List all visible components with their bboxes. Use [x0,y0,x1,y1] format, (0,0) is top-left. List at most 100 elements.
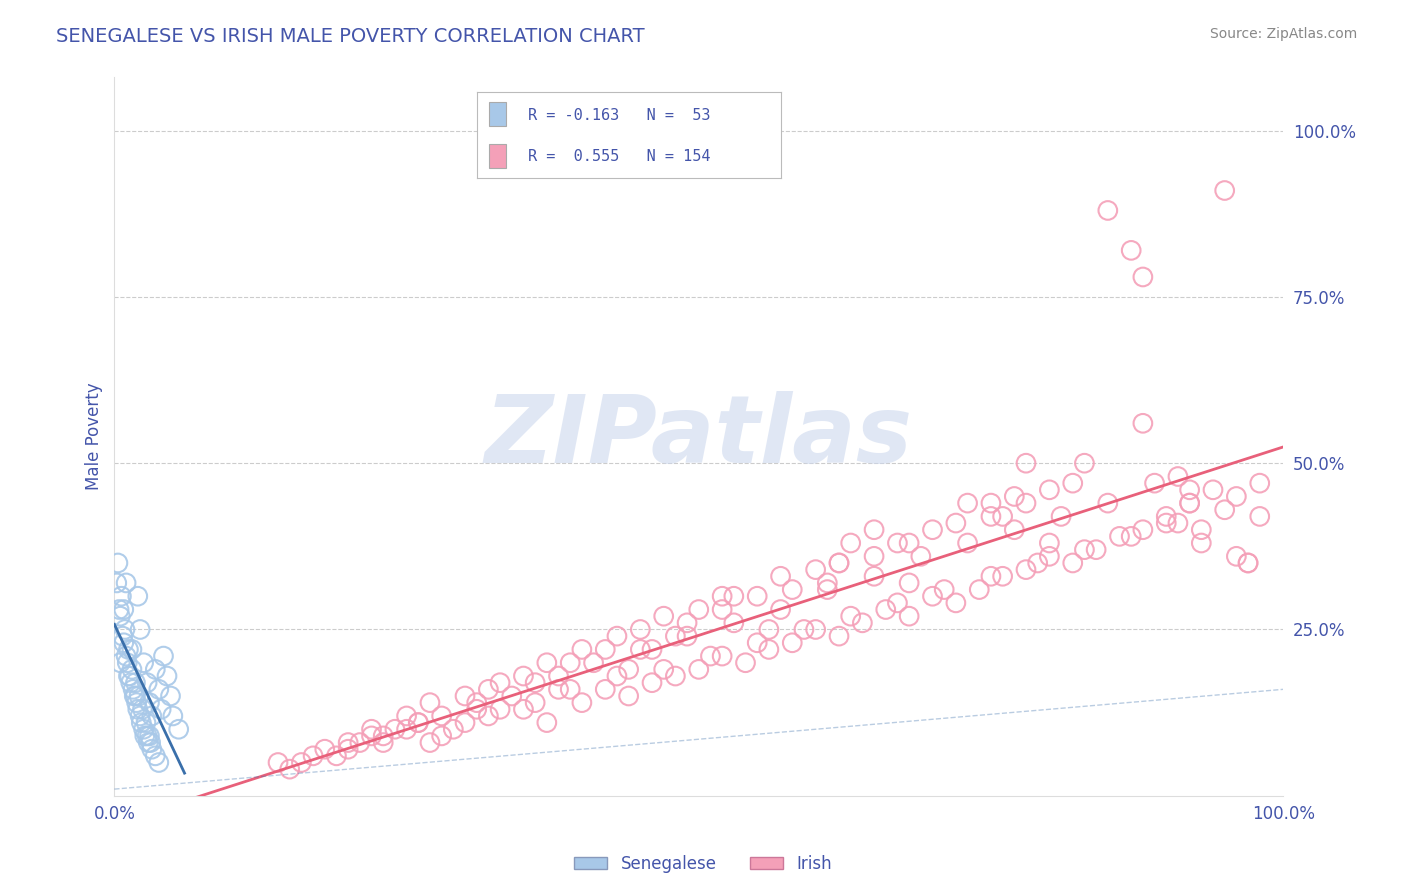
Point [395,709,418,723]
Point [711,649,734,664]
Point [129,623,152,637]
Point [1225,549,1247,564]
Text: Source: ZipAtlas.com: Source: ZipAtlas.com [1209,27,1357,41]
Point [156,669,179,683]
Point [124,675,146,690]
Point [839,536,862,550]
Point [143,662,166,676]
Point [477,682,499,697]
Point [135,715,157,730]
Point [711,589,734,603]
Point [1213,502,1236,516]
Point [395,723,418,737]
Point [117,656,139,670]
Point [465,702,488,716]
Point [127,702,149,716]
Point [1132,417,1154,431]
Point [120,675,142,690]
Point [1038,483,1060,497]
Point [1189,523,1212,537]
Point [1038,536,1060,550]
Point [723,615,745,630]
Point [152,649,174,664]
Point [124,689,146,703]
Point [125,696,148,710]
Point [430,709,453,723]
Point [1050,509,1073,524]
Point [159,689,181,703]
Point [991,569,1014,583]
Point [1178,496,1201,510]
Point [1132,270,1154,285]
Point [1097,496,1119,510]
Point [780,636,803,650]
Point [652,609,675,624]
Point [723,589,745,603]
Point [1213,184,1236,198]
Point [114,623,136,637]
Point [122,682,145,697]
Point [430,729,453,743]
Point [512,702,534,716]
Point [454,715,477,730]
Point [804,563,827,577]
Point [111,629,134,643]
Point [699,649,721,664]
Point [547,669,569,683]
Y-axis label: Male Poverty: Male Poverty [86,383,103,491]
Point [124,689,146,703]
Point [1237,556,1260,570]
Point [129,715,152,730]
Point [1121,529,1143,543]
Point [349,735,371,749]
Point [1073,542,1095,557]
Point [465,696,488,710]
Point [688,662,710,676]
Point [112,636,135,650]
Point [1154,516,1177,530]
Point [1073,456,1095,470]
Point [1178,483,1201,497]
Point [110,609,132,624]
Point [793,623,815,637]
Point [141,709,163,723]
Point [815,576,838,591]
Point [110,589,132,603]
Point [641,675,664,690]
Point [373,735,395,749]
Point [267,756,290,770]
Point [1002,523,1025,537]
Point [628,642,651,657]
Point [477,709,499,723]
Point [524,696,547,710]
Point [115,649,138,664]
Point [980,569,1002,583]
Point [582,656,605,670]
Text: SENEGALESE VS IRISH MALE POVERTY CORRELATION CHART: SENEGALESE VS IRISH MALE POVERTY CORRELA… [56,27,645,45]
Point [1167,469,1189,483]
Point [815,582,838,597]
Point [711,602,734,616]
Point [127,589,149,603]
Point [1249,476,1271,491]
Point [419,735,441,749]
Point [560,682,582,697]
Point [139,735,162,749]
Point [875,602,897,616]
Point [617,662,640,676]
Point [606,669,628,683]
Point [129,709,152,723]
Point [560,656,582,670]
Point [1002,490,1025,504]
Point [489,702,512,716]
Point [828,556,851,570]
Point [325,748,347,763]
Point [136,675,159,690]
Point [688,602,710,616]
Point [360,729,382,743]
Point [593,642,616,657]
Point [512,669,534,683]
Point [143,748,166,763]
Point [956,496,979,510]
Point [105,576,128,591]
